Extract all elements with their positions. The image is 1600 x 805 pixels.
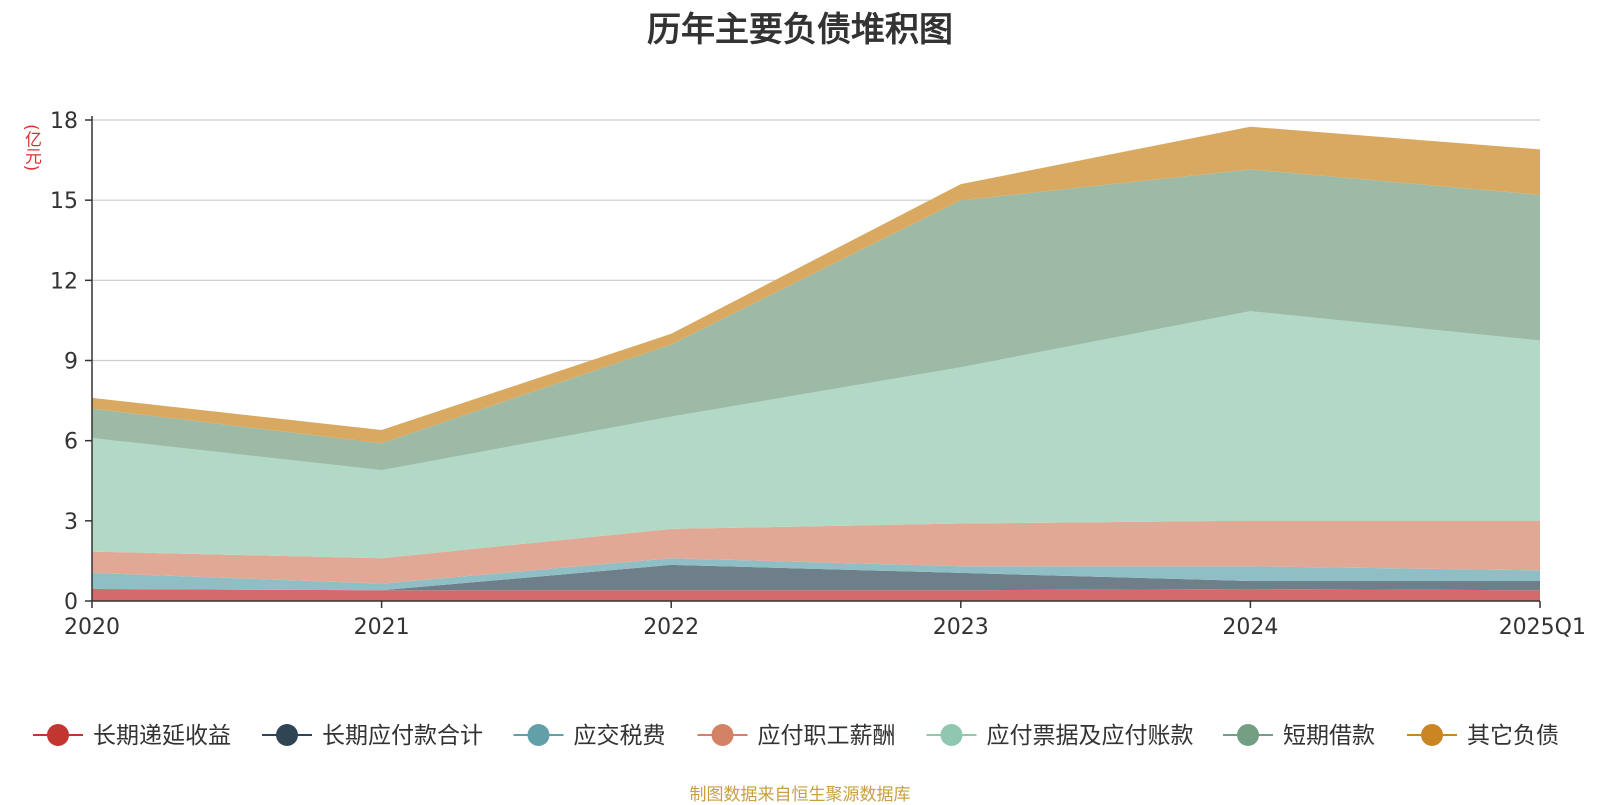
legend-label: 应付票据及应付账款 — [987, 723, 1194, 749]
y-tick-label: 6 — [64, 430, 78, 455]
x-tick-label: 2024 — [1222, 615, 1278, 640]
legend-label: 短期借款 — [1283, 723, 1375, 749]
area-长期应付款合计 — [92, 564, 1540, 591]
area-series — [92, 126, 1540, 601]
area-长期递延收益 — [92, 589, 1540, 601]
legend-item[interactable]: 短期借款 — [1223, 723, 1375, 749]
legend-marker — [1421, 724, 1443, 746]
x-tick-label: 2025Q1 — [1499, 615, 1586, 640]
legend-item[interactable]: 应交税费 — [513, 723, 666, 749]
y-tick-label: 15 — [50, 189, 78, 214]
axes: 0 3 6 9 12 15 18 2020 2021 2022 2023 2024 2025Q1 — [50, 109, 1586, 640]
legend-item[interactable]: 应付票据及应付账款 — [926, 723, 1194, 749]
stacked-area-chart: 0 3 6 9 12 15 18 2020 2021 2022 2023 2024 2025Q1 长期递… — [33, 109, 1586, 749]
y-tick-label: 3 — [64, 510, 78, 535]
x-tick-label: 2023 — [933, 615, 989, 640]
legend: 长期递延收益 长期应付款合计 应交税费 应付职工薪酬 应付票据及应付账款 短期借款 其它负债 — [33, 723, 1559, 749]
y-tick-label: 0 — [64, 590, 78, 615]
x-tick-label: 2022 — [643, 615, 699, 640]
data-source-note: 制图数据来自恒生聚源数据库 — [689, 785, 911, 805]
y-axis-unit-label: (亿元) — [21, 124, 41, 172]
area-其它负债 — [92, 126, 1540, 444]
legend-item[interactable]: 其它负债 — [1407, 723, 1559, 749]
area-短期借款 — [92, 169, 1540, 471]
x-tick-label: 2020 — [64, 615, 120, 640]
legend-marker — [940, 724, 963, 746]
legend-marker — [527, 724, 550, 746]
legend-item[interactable]: 长期应付款合计 — [262, 723, 483, 749]
legend-label: 应付职工薪酬 — [758, 723, 896, 749]
y-tick-label: 12 — [50, 269, 78, 294]
legend-marker — [47, 724, 69, 746]
area-应交税费 — [92, 558, 1540, 591]
legend-item[interactable]: 长期递延收益 — [33, 723, 231, 749]
legend-label: 长期应付款合计 — [322, 723, 483, 749]
legend-marker — [711, 724, 734, 746]
legend-item[interactable]: 应付职工薪酬 — [697, 723, 896, 749]
x-tick-label: 2021 — [354, 615, 410, 640]
y-tick-label: 9 — [64, 350, 78, 375]
legend-label: 其它负债 — [1467, 723, 1559, 749]
legend-label: 长期递延收益 — [93, 723, 231, 749]
area-应付票据及应付账款 — [92, 311, 1540, 559]
y-tick-label: 18 — [50, 109, 78, 134]
area-应付职工薪酬 — [92, 520, 1540, 584]
legend-marker — [276, 724, 298, 746]
chart-title: 历年主要负债堆积图 — [647, 10, 953, 50]
legend-marker — [1237, 724, 1259, 746]
legend-label: 应交税费 — [574, 723, 666, 749]
